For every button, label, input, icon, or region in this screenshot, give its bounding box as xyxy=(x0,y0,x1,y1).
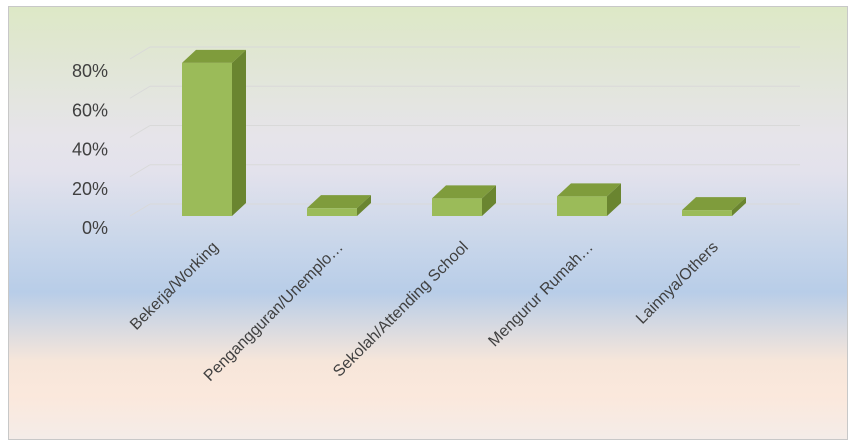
bar-top xyxy=(182,49,246,63)
bar xyxy=(557,183,621,216)
bars xyxy=(182,49,746,216)
x-tick-label: Bekerja/Working xyxy=(127,239,222,334)
bar-side xyxy=(232,49,246,216)
bar xyxy=(307,195,371,216)
y-axis: 0% 20% 40% 60% 80% xyxy=(72,61,108,238)
bar-top xyxy=(557,183,621,197)
bar-front xyxy=(307,208,357,216)
gridline-depth xyxy=(129,46,151,60)
y-tick-label: 20% xyxy=(72,179,108,199)
bar xyxy=(432,185,496,216)
chart-area xyxy=(8,6,848,440)
x-tick-label: Sekolah/Attending School xyxy=(330,239,472,381)
x-axis: Bekerja/WorkingPengangguran/Unemplo…Seko… xyxy=(127,239,722,385)
bar-side xyxy=(732,197,746,216)
y-tick-label: 60% xyxy=(72,100,108,120)
bar-front xyxy=(557,196,607,216)
bar-front xyxy=(432,198,482,216)
bar xyxy=(182,49,246,216)
bar-side xyxy=(482,185,496,216)
bar-top xyxy=(307,195,371,209)
gridline-depth xyxy=(129,125,151,138)
bar-top xyxy=(682,197,746,211)
bar xyxy=(682,197,746,216)
y-tick-label: 80% xyxy=(72,61,108,81)
bar-side xyxy=(357,195,371,216)
gridline-depth xyxy=(129,203,151,217)
bar-front xyxy=(682,210,732,216)
y-tick-label: 40% xyxy=(72,140,108,160)
bar-top xyxy=(432,185,496,199)
y-tick-label: 0% xyxy=(82,218,108,238)
gridline-depth xyxy=(129,85,151,99)
x-tick-label: Lainnya/Others xyxy=(633,239,722,328)
x-tick-label: Pengangguran/Unemplo… xyxy=(201,239,347,385)
bar-side xyxy=(607,183,621,216)
bar-front xyxy=(182,62,232,216)
x-tick-label: Mengurur Rumah… xyxy=(485,239,596,350)
gridline-depth xyxy=(129,164,151,178)
